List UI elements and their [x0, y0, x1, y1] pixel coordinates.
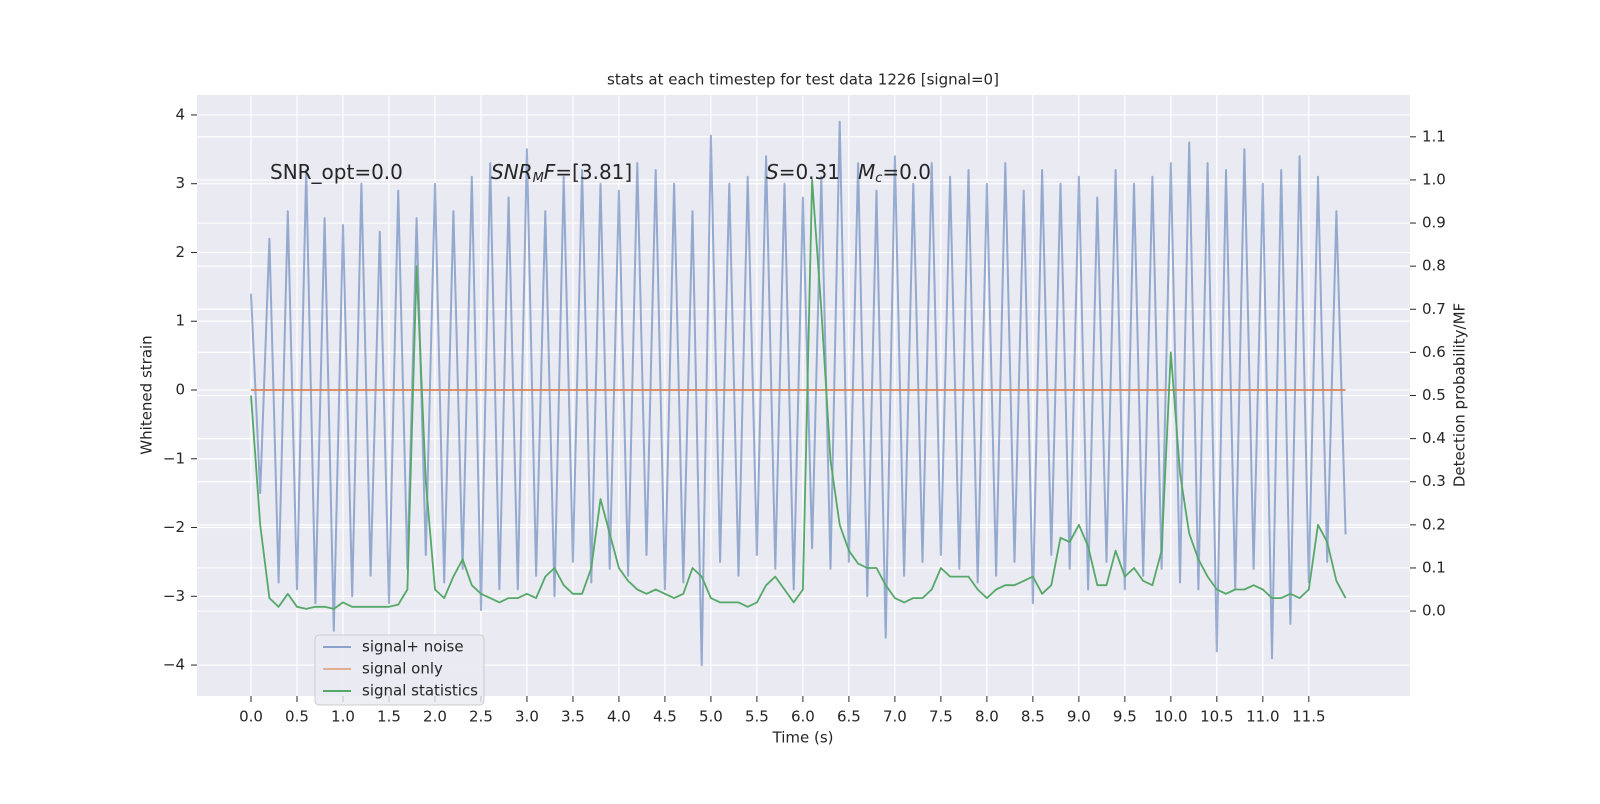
x-tick-label: 2.5 [469, 708, 493, 726]
x-tick-label: 9.0 [1067, 708, 1091, 726]
series-line [250, 179, 1347, 610]
y2-tick-label: 0.2 [1422, 515, 1446, 533]
annotation-part: SNR_opt=0.0 [270, 160, 403, 184]
x-tick-label: 3.0 [515, 708, 539, 726]
annotation: SNRMF=[3.81] [491, 160, 632, 186]
x-tick-label: 8.5 [1021, 708, 1045, 726]
y-tick-label: 3 [175, 174, 185, 192]
annotation-part: c [875, 171, 882, 186]
y2-tick-label: 1.0 [1422, 170, 1446, 188]
x-tick-label: 2.0 [423, 708, 447, 726]
x-tick-label: 4.0 [607, 708, 631, 726]
annotation: Mc=0.0 [858, 160, 931, 186]
x-tick-label: 7.5 [929, 708, 953, 726]
x-tick-label: 6.5 [837, 708, 861, 726]
y2-tick-label: 0.5 [1422, 386, 1446, 404]
y-tick-label: −3 [163, 587, 185, 605]
x-tick-label: 8.0 [975, 708, 999, 726]
y-tick-label: −4 [163, 656, 185, 674]
x-tick-label: 11.5 [1292, 708, 1325, 726]
y2-tick-label: 0.6 [1422, 343, 1446, 361]
legend: signal+ noise signal only signal statistic… [314, 634, 485, 706]
x-tick-label: 0.0 [239, 708, 263, 726]
x-tick-label: 9.5 [1113, 708, 1137, 726]
y2-tick-label: 0.1 [1422, 558, 1446, 576]
annotation-part: F [544, 160, 556, 184]
y-tick-label: −1 [163, 449, 185, 467]
x-tick-label: 1.0 [331, 708, 355, 726]
annotation: SNR_opt=0.0 [270, 160, 403, 184]
y2-tick-label: 0.0 [1422, 602, 1446, 620]
x-tick-label: 5.5 [745, 708, 769, 726]
x-tick-label: 4.5 [653, 708, 677, 726]
y-tick-label: −2 [163, 518, 185, 536]
x-axis-label: Time (s) [772, 729, 834, 747]
annotation-part: SNR [491, 160, 533, 184]
x-tick-label: 10.0 [1154, 708, 1187, 726]
annotation-part: M [858, 160, 875, 184]
annotation: S=0.31 [766, 160, 840, 184]
y2-tick-label: 1.1 [1422, 127, 1446, 145]
legend-label: signal only [362, 660, 443, 678]
x-tick-label: 7.0 [883, 708, 907, 726]
annotation-part: =0.0 [882, 160, 931, 184]
annotation-part: S [766, 160, 779, 184]
x-tick-label: 1.5 [377, 708, 401, 726]
x-tick-label: 6.0 [791, 708, 815, 726]
chart-title: stats at each timestep for test data 122… [607, 71, 999, 89]
annotation-part: =[3.81] [555, 160, 632, 184]
y2-axis-label: Detection probability/MF [1451, 303, 1469, 487]
y-tick-label: 4 [175, 105, 185, 123]
y2-tick-label: 0.8 [1422, 257, 1446, 275]
y2-tick-label: 0.9 [1422, 214, 1446, 232]
y2-tick-label: 0.7 [1422, 300, 1446, 318]
y-axis-label: Whitened strain [138, 335, 156, 454]
x-tick-label: 10.5 [1200, 708, 1233, 726]
x-tick-label: 0.5 [285, 708, 309, 726]
legend-label: signal statistics [362, 682, 478, 700]
annotation-part: M [533, 171, 544, 186]
annotation-part: =0.31 [779, 160, 840, 184]
legend-box [314, 634, 485, 706]
x-tick-label: 3.5 [561, 708, 585, 726]
y2-tick-label: 0.4 [1422, 429, 1446, 447]
y2-tick-label: 0.3 [1422, 472, 1446, 490]
legend-label: signal+ noise [362, 638, 464, 656]
x-tick-label: 11.0 [1246, 708, 1279, 726]
y-tick-label: 0 [175, 380, 185, 398]
x-tick-label: 5.0 [699, 708, 723, 726]
y-tick-label: 2 [175, 243, 185, 261]
y-tick-label: 1 [175, 312, 185, 330]
